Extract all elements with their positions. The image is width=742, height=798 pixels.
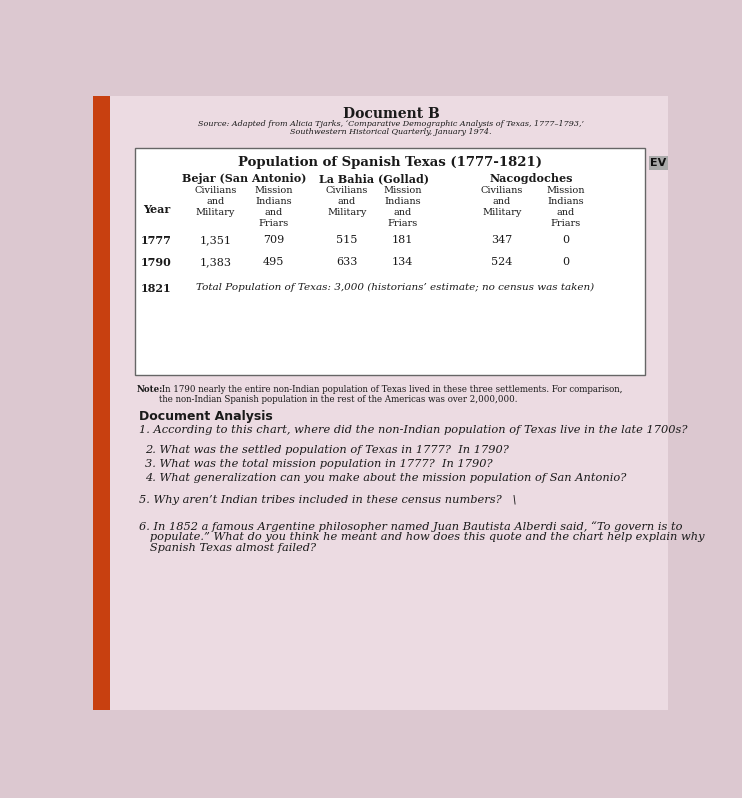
Text: Mission
Indians
and
Friars: Mission Indians and Friars (546, 186, 585, 228)
Text: 4. What generalization can you make about the mission population of San Antonio?: 4. What generalization can you make abou… (145, 473, 627, 483)
Text: 524: 524 (491, 258, 513, 267)
Text: 495: 495 (263, 258, 284, 267)
Text: In 1790 nearly the entire non-Indian population of Texas lived in these three se: In 1790 nearly the entire non-Indian pop… (159, 385, 622, 404)
Text: 181: 181 (392, 235, 413, 245)
Text: Population of Spanish Texas (1777-1821): Population of Spanish Texas (1777-1821) (237, 156, 542, 169)
Text: 5. Why aren’t Indian tribes included in these census numbers?   \: 5. Why aren’t Indian tribes included in … (139, 495, 516, 504)
Text: Document B: Document B (343, 107, 439, 120)
Bar (649, 156, 668, 171)
Text: 2. What was the settled population of Texas in 1777?  In 1790?: 2. What was the settled population of Te… (145, 445, 509, 456)
Text: Bejar (San Antonio): Bejar (San Antonio) (182, 172, 306, 184)
Text: Note:: Note: (137, 385, 163, 393)
Text: La Bahia (Gollad): La Bahia (Gollad) (319, 172, 429, 184)
Text: Source: Adapted from Alicia Tjarks, ‘Comparative Demographic Analysis of Texas, : Source: Adapted from Alicia Tjarks, ‘Com… (198, 120, 584, 128)
Text: 709: 709 (263, 235, 284, 245)
Text: Spanish Texas almost failed?: Spanish Texas almost failed? (139, 543, 316, 553)
Text: Nacogdoches: Nacogdoches (490, 172, 573, 184)
Text: Civilians
and
Military: Civilians and Military (326, 186, 368, 217)
Text: 1821: 1821 (141, 282, 171, 294)
Text: 633: 633 (336, 258, 358, 267)
Text: 0: 0 (562, 258, 569, 267)
Text: 0: 0 (562, 235, 569, 245)
Bar (93, 96, 110, 710)
Text: populate.” What do you think he meant and how does this quote and the chart help: populate.” What do you think he meant an… (139, 532, 705, 543)
Text: 6. In 1852 a famous Argentine philosopher named Juan Bautista Alberdi said, “To : 6. In 1852 a famous Argentine philosophe… (139, 522, 683, 532)
Text: Civilians
and
Military: Civilians and Military (481, 186, 523, 217)
Text: Total Population of Texas: 3,000 (historians’ estimate; no census was taken): Total Population of Texas: 3,000 (histor… (196, 282, 594, 292)
Text: EV: EV (651, 158, 666, 168)
Text: 1777: 1777 (141, 235, 171, 246)
Text: 134: 134 (392, 258, 413, 267)
Text: Civilians
and
Military: Civilians and Military (194, 186, 237, 217)
Bar (135, 148, 645, 375)
Text: 1,383: 1,383 (199, 258, 232, 267)
Text: 347: 347 (491, 235, 513, 245)
Text: 515: 515 (336, 235, 358, 245)
Text: Document Analysis: Document Analysis (139, 410, 273, 423)
Text: 1790: 1790 (141, 258, 171, 268)
Text: 1. According to this chart, where did the non-Indian population of Texas live in: 1. According to this chart, where did th… (139, 425, 688, 436)
Text: Mission
Indians
and
Friars: Mission Indians and Friars (254, 186, 292, 228)
Text: Mission
Indians
and
Friars: Mission Indians and Friars (384, 186, 422, 228)
Text: Southwestern Historical Quarterly, January 1974.: Southwestern Historical Quarterly, Janua… (290, 128, 492, 136)
Text: 3. What was the total mission population in 1777?  In 1790?: 3. What was the total mission population… (145, 459, 493, 469)
Text: 1,351: 1,351 (199, 235, 232, 245)
Text: Year: Year (142, 204, 170, 215)
